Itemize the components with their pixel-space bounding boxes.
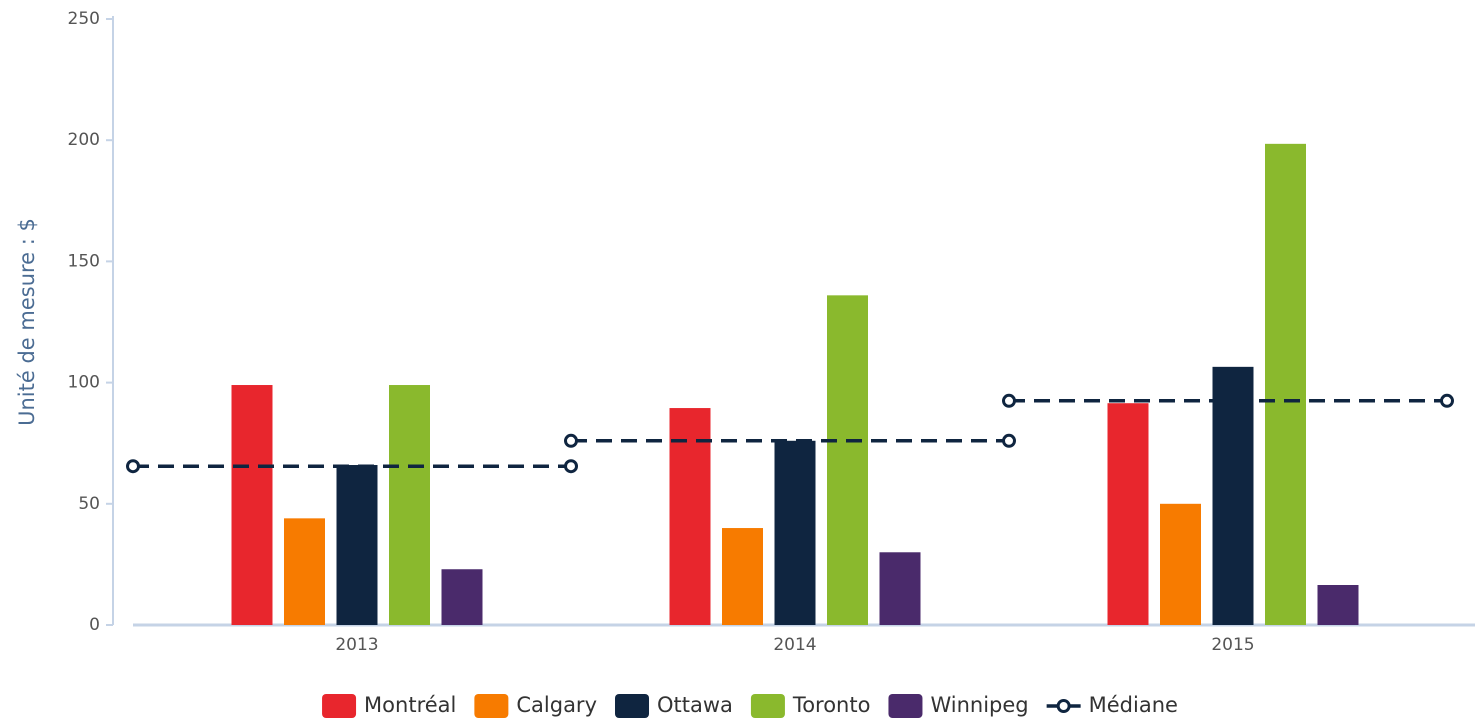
legend-label: Toronto — [792, 693, 871, 717]
bar — [441, 569, 483, 625]
y-tick-label: 100 — [68, 373, 100, 393]
legend-marker — [1056, 699, 1071, 713]
legend-swatch — [615, 694, 650, 718]
legend-swatch — [322, 694, 357, 718]
y-tick-label: 50 — [78, 494, 100, 514]
legend-swatch — [888, 694, 923, 718]
median-marker — [1002, 433, 1016, 448]
bar — [669, 408, 711, 625]
bar — [774, 440, 816, 625]
legend-label: Calgary — [516, 693, 597, 717]
y-tick-label: 250 — [68, 9, 100, 29]
y-tick-label: 150 — [68, 251, 100, 271]
bar — [722, 528, 763, 625]
median-marker — [1440, 393, 1454, 408]
bar — [231, 385, 273, 625]
median-marker — [564, 433, 578, 448]
bar — [389, 385, 430, 625]
x-tick-label: 2014 — [773, 635, 816, 655]
bar — [1107, 403, 1149, 625]
bar — [1317, 585, 1359, 625]
legend-label: Ottawa — [657, 693, 733, 717]
median-marker — [1002, 393, 1016, 408]
bar — [827, 295, 868, 625]
y-axis-label: Unité de mesure : $ — [15, 218, 39, 426]
legend-swatch — [750, 694, 785, 718]
y-tick-label: 0 — [89, 615, 100, 635]
bar — [284, 518, 325, 625]
median-marker — [126, 459, 140, 474]
bar — [879, 552, 921, 625]
bar — [1160, 503, 1201, 625]
legend: Montréal Calgary Ottawa Toronto Winnipeg Médi… — [322, 693, 1178, 718]
x-tick-label: 2013 — [335, 635, 378, 655]
bar — [336, 465, 378, 625]
legend-label: Montréal — [364, 693, 456, 717]
x-tick-label: 2015 — [1211, 635, 1254, 655]
legend-label: Winnipeg — [930, 693, 1028, 717]
legend-swatch — [474, 694, 509, 718]
bar — [1212, 366, 1254, 625]
legend-label: Médiane — [1089, 693, 1178, 717]
y-tick-label: 200 — [68, 130, 100, 150]
median-marker — [564, 459, 578, 474]
bar — [1265, 143, 1306, 625]
